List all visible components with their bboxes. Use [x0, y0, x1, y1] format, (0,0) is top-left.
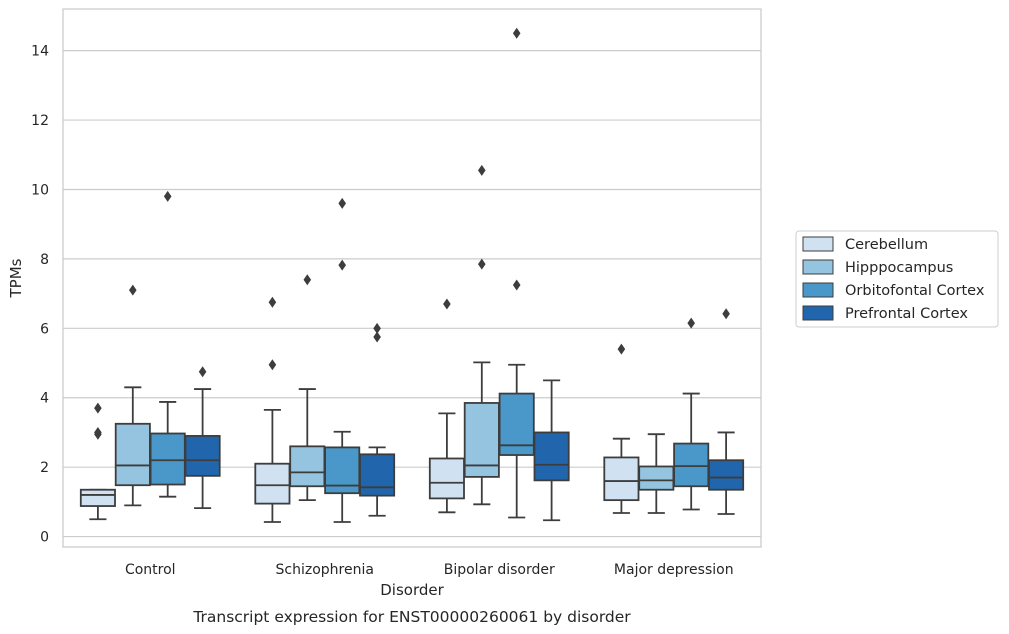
- legend-frame: [795, 230, 999, 328]
- outlier-point: [443, 298, 451, 310]
- outlier-point: [617, 343, 626, 355]
- outlier-point: [478, 164, 486, 176]
- plot-frame: [62, 8, 762, 548]
- legend-label: Cerebellum: [845, 237, 928, 253]
- legend-label: Prefrontal Cortex: [845, 306, 968, 322]
- legend-swatch: [802, 259, 834, 275]
- outlier-point: [303, 274, 312, 286]
- y-tick-label: 12: [31, 113, 49, 129]
- box-cerebellum: [428, 298, 465, 514]
- box-body: [289, 445, 326, 488]
- outlier-point: [722, 308, 730, 320]
- box-prefrontal-cortex: [708, 308, 745, 515]
- box-prefrontal-cortex: [533, 379, 570, 522]
- outlier-point: [163, 190, 172, 202]
- box-groups: [79, 27, 745, 523]
- box-cerebellum: [603, 343, 640, 514]
- box-body: [359, 453, 396, 497]
- outlier-point: [268, 359, 277, 371]
- box-body: [638, 465, 675, 491]
- x-tick-label: Schizophrenia: [276, 562, 374, 578]
- outlier-point: [687, 317, 695, 329]
- outlier-point: [198, 366, 207, 378]
- outlier-point: [373, 322, 381, 334]
- box-hipppocampus: [463, 164, 500, 506]
- y-tick-label: 6: [40, 321, 49, 337]
- y-axis-label: TPMs: [7, 258, 25, 298]
- y-tick-label: 14: [31, 44, 49, 60]
- box-body: [79, 488, 116, 507]
- outlier-point: [512, 279, 521, 291]
- x-tick-label: Bipolar disorder: [444, 562, 555, 578]
- x-tick-label: Control: [125, 562, 176, 578]
- box-prefrontal-cortex: [184, 366, 221, 510]
- chart-caption: Transcript expression for ENST0000026006…: [192, 608, 631, 626]
- box-body: [603, 456, 640, 502]
- y-tick-label: 8: [40, 252, 49, 268]
- legend-label: Hipppocampus: [845, 260, 953, 276]
- x-axis-label: Disorder: [380, 581, 444, 599]
- outlier-point: [268, 296, 277, 308]
- box-cerebellum: [254, 296, 291, 523]
- box-orbitofontal-cortex: [324, 197, 361, 523]
- box-body: [254, 462, 291, 505]
- x-tick-label: Major depression: [614, 562, 734, 578]
- legend: Cerebellum Hipppocampus Orbitofontal Corte…: [795, 230, 999, 328]
- box-prefrontal-cortex: [359, 322, 396, 517]
- box-hipppocampus: [638, 433, 675, 514]
- box-body: [428, 457, 465, 500]
- box-body: [533, 431, 570, 482]
- box-cerebellum: [79, 402, 116, 521]
- outlier-point: [94, 428, 102, 440]
- box-body: [149, 432, 186, 486]
- x-axis-ticks: Control Schizophrenia Bipolar disorder Majo…: [125, 562, 734, 578]
- box-body: [708, 459, 745, 491]
- legend-label: Orbitofontal Cortex: [845, 283, 985, 299]
- outlier-point: [338, 259, 346, 271]
- legend-swatch: [802, 282, 834, 298]
- legend-swatch: [802, 236, 834, 252]
- legend-swatch: [802, 305, 834, 321]
- y-tick-label: 0: [40, 530, 49, 546]
- outlier-point: [94, 402, 102, 414]
- y-axis-ticks: 0 2 4 6 8 10 12 14: [31, 44, 49, 546]
- y-tick-label: 10: [31, 182, 49, 198]
- box-orbitofontal-cortex: [498, 27, 535, 519]
- y-tick-label: 4: [40, 391, 49, 407]
- box-orbitofontal-cortex: [149, 190, 186, 498]
- outlier-point: [478, 258, 486, 270]
- box-hipppocampus: [289, 274, 326, 502]
- box-orbitofontal-cortex: [673, 317, 710, 511]
- outlier-point: [129, 284, 137, 296]
- box-body: [114, 422, 151, 487]
- outlier-point: [373, 331, 381, 343]
- box-body: [673, 442, 710, 488]
- y-tick-label: 2: [40, 460, 49, 476]
- box-hipppocampus: [114, 284, 151, 507]
- outlier-point: [512, 27, 521, 39]
- box-body: [184, 435, 221, 477]
- outlier-point: [338, 197, 346, 209]
